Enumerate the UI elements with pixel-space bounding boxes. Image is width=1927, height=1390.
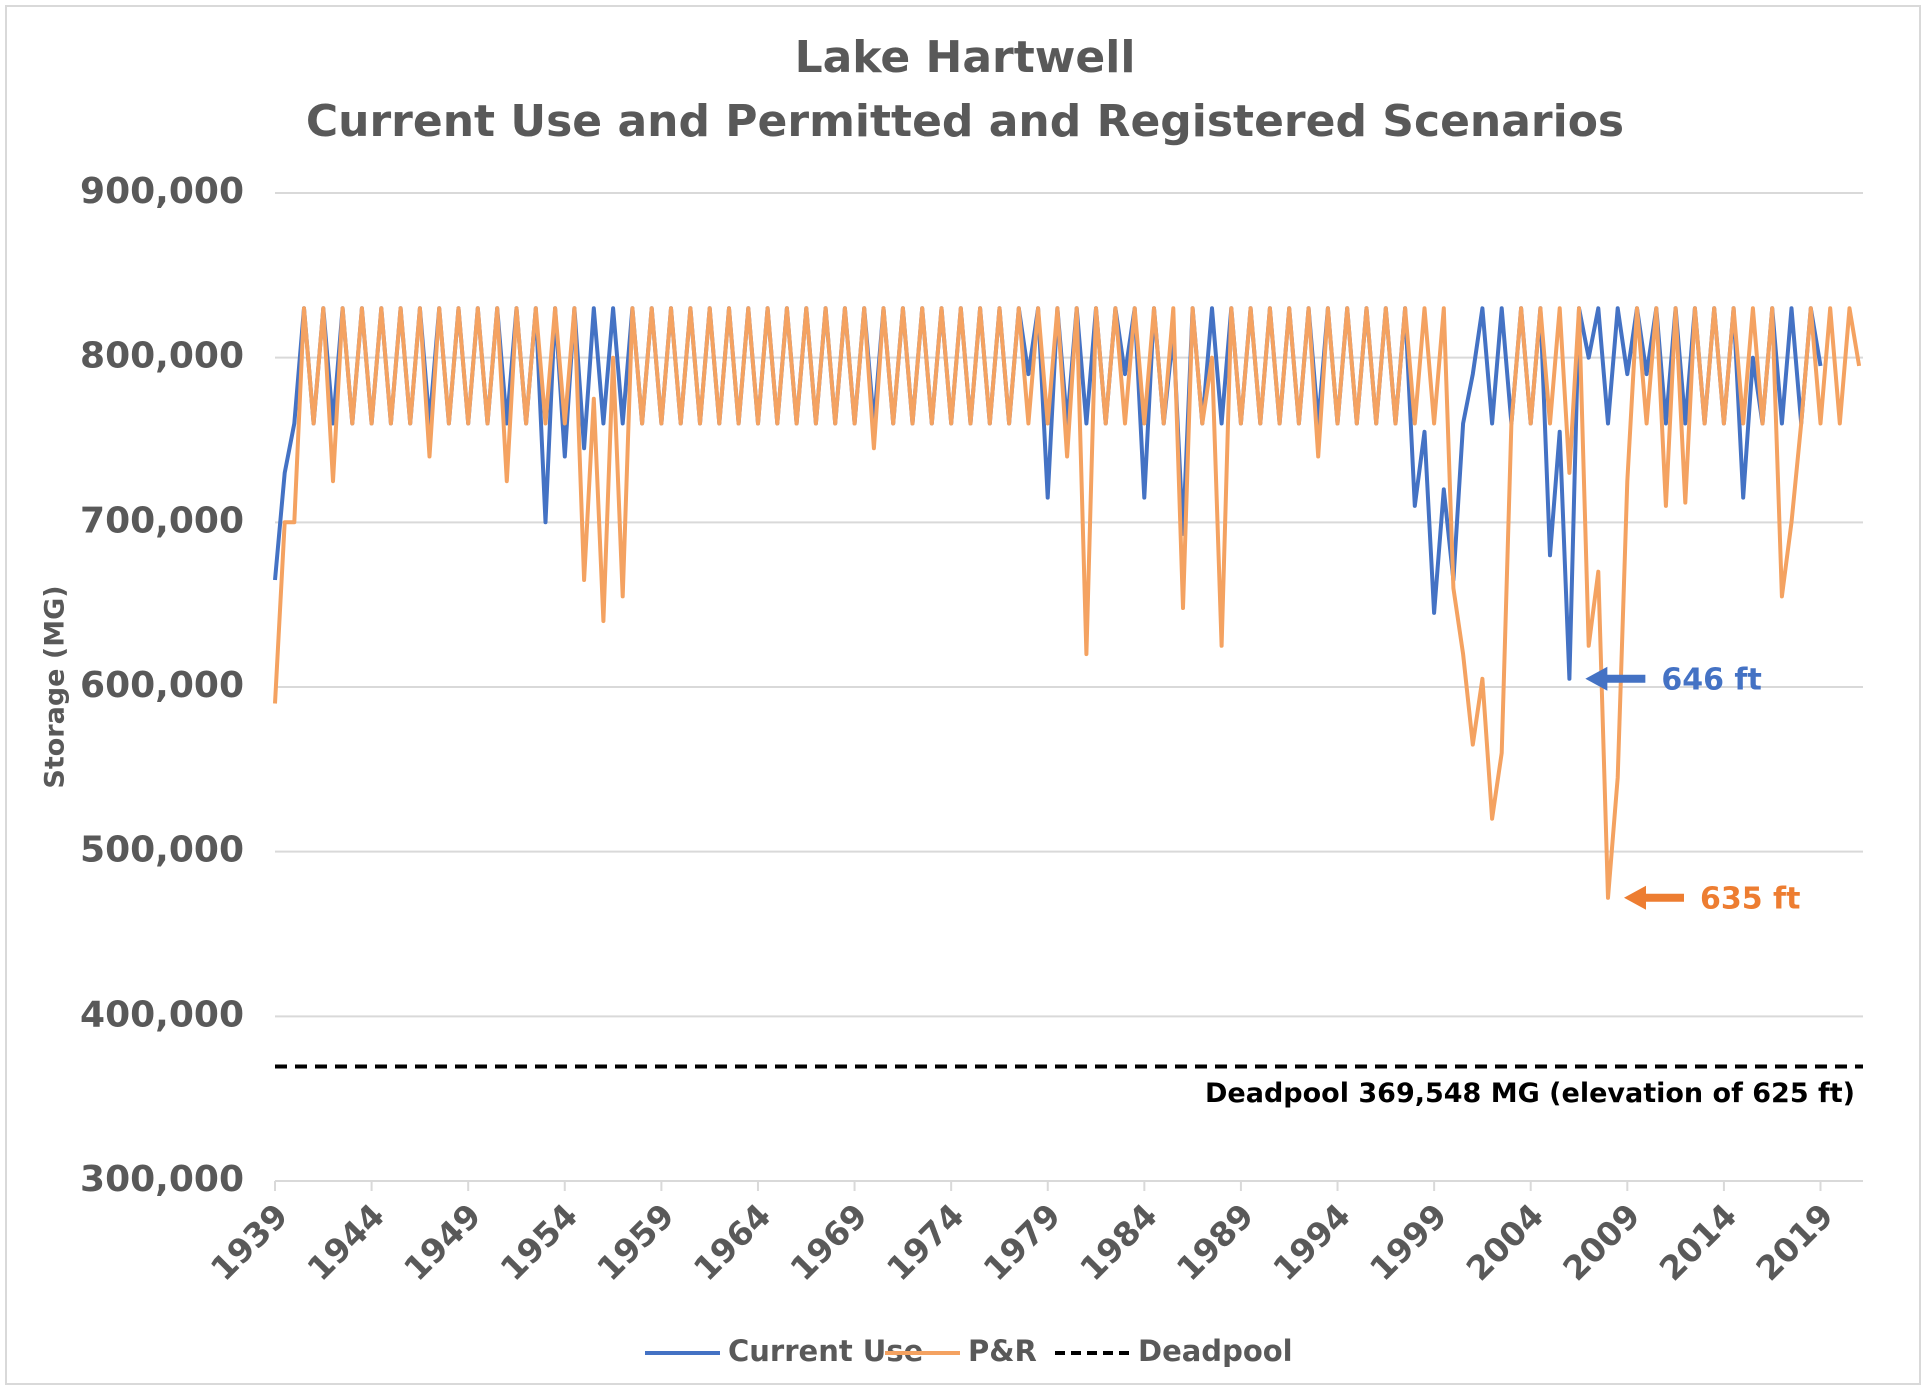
deadpool-label: Deadpool 369,548 MG (elevation of 625 ft…: [1205, 1078, 1855, 1109]
y-tick-label: 800,000: [80, 336, 244, 377]
annotation-arrow: [1623, 885, 1684, 910]
y-tick-label: 900,000: [80, 171, 244, 212]
y-tick-label: 300,000: [80, 1159, 244, 1200]
annotation-label: 646 ft: [1661, 662, 1761, 697]
legend-label: Deadpool: [1138, 1334, 1293, 1368]
legend-label: P&R: [968, 1334, 1037, 1368]
y-tick-label: 400,000: [80, 994, 244, 1035]
y-tick-label: 700,000: [80, 500, 244, 541]
chart-title: Current Use and Permitted and Registered…: [306, 96, 1624, 147]
chart-title: Lake Hartwell: [795, 32, 1136, 83]
chart-border: [5, 5, 1921, 1385]
y-tick-label: 600,000: [80, 665, 244, 706]
y-tick-label: 500,000: [80, 830, 244, 871]
annotation-label: 635 ft: [1700, 881, 1800, 916]
series-line: [273, 306, 1862, 900]
y-axis-label: Storage (MG): [40, 585, 71, 788]
annotation-arrow: [1585, 666, 1646, 691]
